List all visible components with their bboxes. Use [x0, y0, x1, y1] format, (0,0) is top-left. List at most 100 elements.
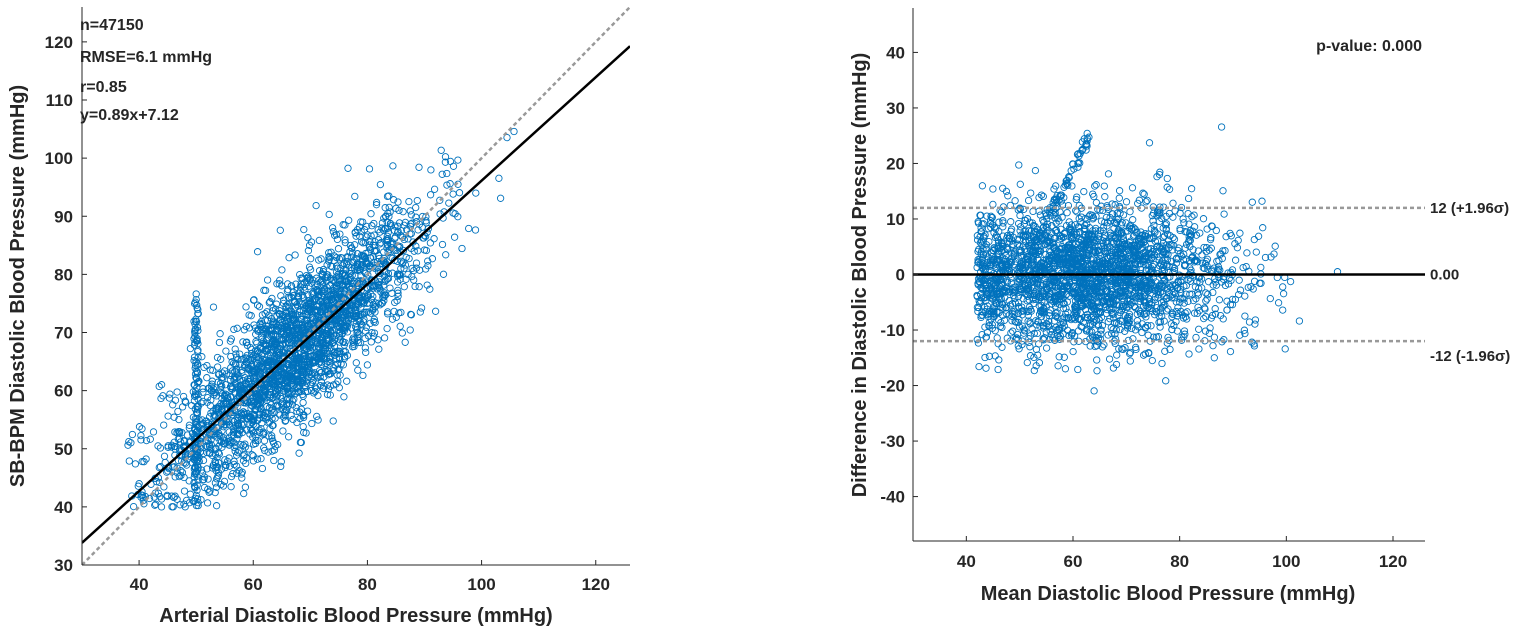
- data-point: [382, 276, 390, 285]
- data-point: [259, 320, 267, 328]
- data-point: [1092, 227, 1100, 235]
- data-point: [1118, 229, 1126, 237]
- annotation-n: n=47150: [80, 17, 144, 34]
- data-point: [989, 185, 997, 193]
- data-point: [320, 373, 328, 381]
- data-point: [262, 336, 270, 345]
- data-point: [238, 474, 246, 482]
- data-point: [407, 211, 416, 219]
- data-point: [277, 292, 285, 300]
- data-point: [1204, 290, 1212, 298]
- data-point: [168, 492, 176, 500]
- data-point: [1202, 313, 1210, 321]
- data-point: [426, 285, 434, 293]
- data-point: [999, 232, 1007, 240]
- data-point: [269, 343, 278, 351]
- data-point: [1204, 278, 1213, 286]
- data-point: [1106, 229, 1115, 237]
- data-point: [202, 442, 211, 450]
- data-point: [1127, 260, 1135, 268]
- data-point: [317, 255, 325, 263]
- data-point: [301, 286, 309, 295]
- data-point: [192, 358, 200, 366]
- data-point: [1052, 282, 1060, 291]
- data-point: [1119, 232, 1127, 240]
- data-point: [236, 382, 245, 390]
- data-point: [380, 334, 389, 342]
- data-point: [315, 276, 323, 284]
- data-point: [378, 224, 386, 232]
- data-point: [241, 443, 249, 451]
- data-point: [233, 368, 241, 376]
- data-point: [255, 303, 264, 311]
- data-point: [329, 417, 337, 425]
- reference-lines: [82, 7, 630, 565]
- data-point: [164, 467, 172, 475]
- data-point: [1130, 289, 1138, 297]
- data-point: [241, 483, 250, 491]
- data-point: [1118, 305, 1127, 313]
- data-point: [386, 284, 394, 292]
- data-point: [358, 260, 367, 269]
- data-point: [242, 358, 250, 366]
- data-point: [308, 419, 316, 428]
- data-point: [1173, 327, 1182, 335]
- data-point: [1133, 310, 1141, 318]
- data-point: [1063, 209, 1071, 217]
- data-point: [1150, 233, 1158, 242]
- data-point: [230, 443, 238, 451]
- data-point: [1030, 329, 1038, 338]
- data-point: [415, 283, 423, 291]
- data-point: [137, 436, 145, 444]
- data-point: [1111, 201, 1119, 209]
- data-point: [252, 433, 260, 441]
- data-point: [1038, 282, 1046, 290]
- data-point: [346, 274, 355, 282]
- data-point: [255, 363, 263, 372]
- data-point: [334, 360, 342, 368]
- data-point: [1126, 348, 1135, 357]
- data-point: [426, 191, 435, 199]
- data-point: [289, 367, 297, 376]
- data-point: [1100, 182, 1108, 190]
- data-point: [1136, 294, 1144, 302]
- data-point: [367, 338, 375, 346]
- data-point: [1128, 282, 1136, 290]
- data-point: [182, 496, 191, 505]
- data-point: [206, 487, 214, 495]
- data-point: [314, 416, 322, 424]
- data-point: [1010, 252, 1018, 260]
- data-point: [392, 313, 400, 321]
- x-tick-label: 80: [358, 575, 377, 594]
- data-point: [215, 431, 223, 439]
- data-point: [449, 190, 457, 198]
- data-point: [380, 258, 389, 266]
- data-point: [335, 255, 344, 263]
- data-point: [402, 275, 410, 283]
- data-point: [191, 494, 200, 502]
- data-point: [1142, 198, 1150, 206]
- data-point: [229, 431, 238, 439]
- data-point: [1113, 351, 1121, 359]
- data-point: [406, 326, 414, 334]
- data-point: [1181, 330, 1189, 338]
- data-point: [1236, 229, 1244, 237]
- data-point: [313, 412, 321, 421]
- data-point: [1181, 244, 1189, 252]
- data-point: [269, 307, 277, 315]
- data-point: [217, 432, 225, 441]
- data-point: [374, 251, 383, 260]
- data-point: [1093, 367, 1101, 375]
- data-point: [192, 421, 201, 429]
- data-point: [379, 293, 387, 302]
- data-point: [326, 359, 335, 367]
- data-point: [1030, 353, 1038, 362]
- data-point: [232, 462, 241, 470]
- data-point: [1057, 260, 1066, 268]
- data-point: [171, 428, 179, 436]
- data-point: [1111, 339, 1119, 348]
- data-point: [383, 324, 391, 333]
- data-point: [1110, 234, 1118, 242]
- data-point: [1099, 227, 1108, 235]
- data-point: [1126, 208, 1134, 216]
